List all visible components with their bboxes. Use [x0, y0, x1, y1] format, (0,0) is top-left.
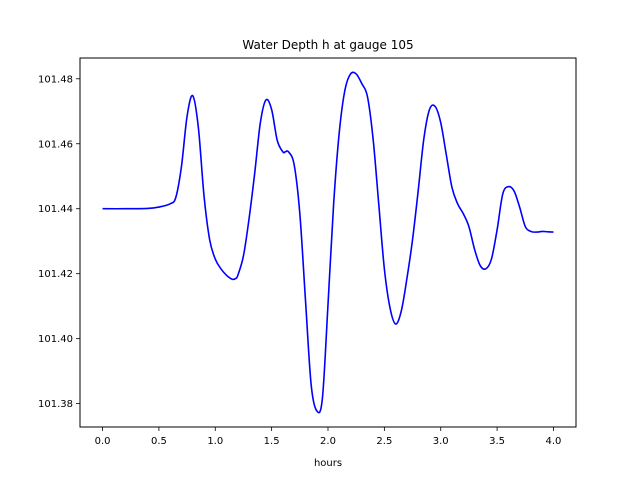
- x-tick-label: 4.0: [546, 436, 562, 447]
- x-tick-label: 0.5: [151, 436, 167, 447]
- x-tick-label: 1.5: [264, 436, 280, 447]
- y-tick-label: 101.44: [38, 204, 73, 215]
- x-axis-label: hours: [314, 458, 342, 469]
- y-tick-label: 101.38: [38, 399, 73, 410]
- y-tick-label: 101.46: [38, 139, 73, 150]
- y-tick-label: 101.42: [38, 269, 73, 280]
- chart-title: Water Depth h at gauge 105: [242, 38, 413, 52]
- x-tick-label: 2.5: [376, 436, 392, 447]
- x-tick-label: 3.0: [433, 436, 449, 447]
- x-tick-label: 3.5: [489, 436, 505, 447]
- x-tick-label: 2.0: [320, 436, 336, 447]
- y-tick-label: 101.48: [38, 74, 73, 85]
- x-tick-label: 0.0: [95, 436, 111, 447]
- x-axis: 0.0 0.5 1.0 1.5 2.0 2.5 3.0 3.5 4.0: [95, 427, 562, 447]
- x-tick-label: 1.0: [207, 436, 223, 447]
- y-tick-label: 101.40: [38, 334, 73, 345]
- series-layer: [102, 71, 554, 414]
- series-line-0: [102, 71, 554, 414]
- y-axis: 101.38 101.40 101.42 101.44 101.46 101.48: [38, 74, 80, 410]
